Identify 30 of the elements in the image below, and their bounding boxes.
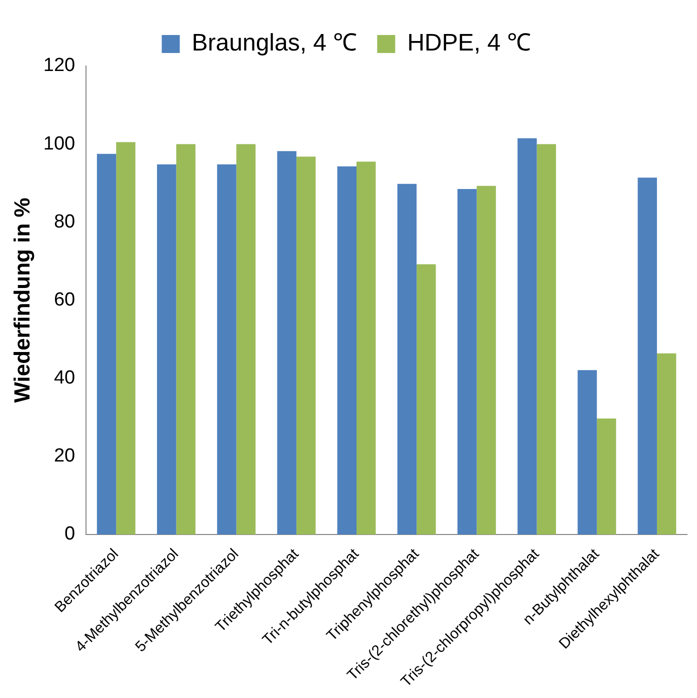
bar — [296, 156, 316, 534]
y-tick-label: 0 — [64, 524, 76, 545]
bar — [356, 162, 376, 534]
bar — [416, 264, 436, 534]
bar — [638, 178, 657, 534]
bar — [596, 418, 616, 534]
y-tick-label: 80 — [54, 211, 76, 232]
bar — [236, 144, 256, 534]
bar — [397, 184, 417, 534]
y-axis-title: Wiederfindung in % — [9, 198, 34, 403]
bar — [277, 151, 296, 534]
bar — [96, 154, 116, 534]
bar — [337, 166, 357, 534]
bar — [457, 188, 477, 534]
bar — [536, 144, 556, 534]
y-tick-label: 120 — [43, 55, 76, 76]
bar — [176, 144, 196, 534]
bar — [116, 142, 136, 534]
legend-label: HDPE, 4 ℃ — [407, 30, 532, 57]
bar — [518, 138, 537, 534]
bar — [157, 164, 176, 534]
bar — [578, 370, 597, 534]
bar — [656, 353, 676, 534]
legend-label: Braunglas, 4 ℃ — [192, 30, 358, 57]
y-tick-label: 20 — [54, 446, 76, 467]
y-tick-label: 40 — [54, 368, 76, 389]
y-tick-label: 60 — [54, 289, 76, 310]
y-tick-label: 100 — [43, 133, 76, 154]
bar — [217, 164, 236, 534]
bar — [476, 186, 496, 534]
